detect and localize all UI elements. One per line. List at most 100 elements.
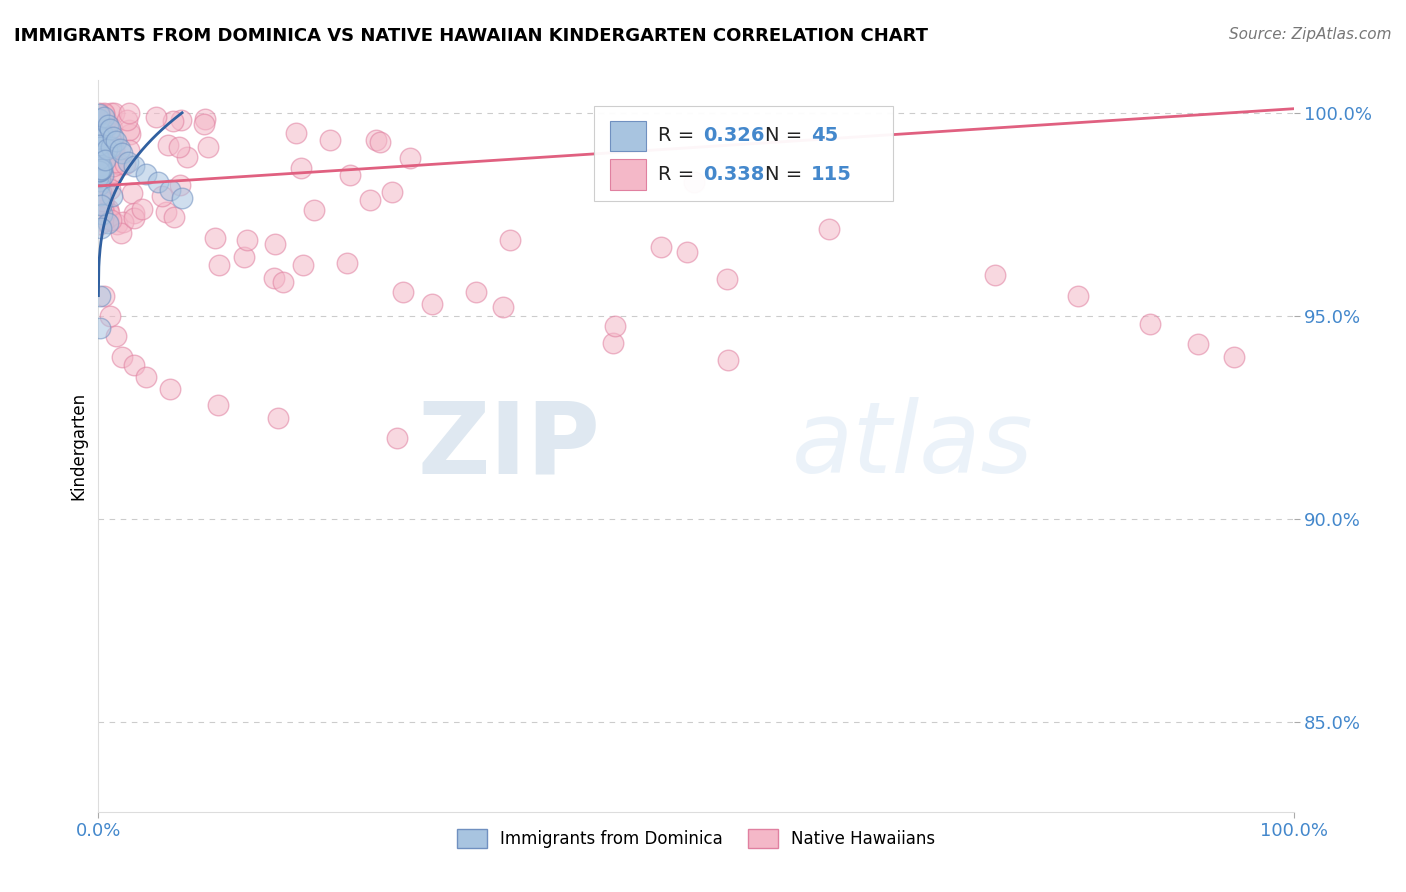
Point <box>118 105 141 120</box>
Point <box>96 142 118 156</box>
Point <box>100 140 122 154</box>
Point <box>1139 317 1161 331</box>
Point <box>159 183 181 197</box>
Point <box>117 112 139 127</box>
Point <box>98 309 122 323</box>
Point <box>91 203 114 218</box>
Point <box>676 245 699 260</box>
Point <box>87 112 110 126</box>
Point <box>284 126 307 140</box>
Point <box>193 117 215 131</box>
Point <box>605 318 627 333</box>
Point <box>91 207 114 221</box>
Point <box>118 127 141 141</box>
Point <box>89 188 111 202</box>
Point <box>91 214 114 228</box>
Point <box>90 210 112 224</box>
Point <box>233 251 256 265</box>
Legend: Immigrants from Dominica, Native Hawaiians: Immigrants from Dominica, Native Hawaiia… <box>450 822 942 855</box>
Point <box>131 202 153 216</box>
Point <box>984 268 1007 283</box>
Point <box>111 350 134 364</box>
Point <box>89 172 111 186</box>
Point <box>399 151 422 165</box>
Point <box>155 205 177 219</box>
Point <box>602 336 624 351</box>
Point <box>101 121 124 136</box>
Point <box>112 215 135 229</box>
Point <box>124 358 146 372</box>
Point <box>93 288 115 302</box>
Point <box>100 212 122 227</box>
Point <box>420 297 443 311</box>
Point <box>100 105 122 120</box>
Point <box>267 410 290 425</box>
Point <box>122 211 145 225</box>
Point <box>118 144 141 158</box>
Point <box>93 199 115 213</box>
Point <box>90 118 112 132</box>
Point <box>91 203 114 218</box>
Point <box>91 168 114 182</box>
Point <box>264 236 287 251</box>
Point <box>93 110 115 124</box>
Text: 0.338: 0.338 <box>703 165 765 184</box>
Point <box>359 194 381 208</box>
Point <box>336 256 359 270</box>
Text: 0.326: 0.326 <box>703 127 765 145</box>
Point <box>817 221 839 235</box>
Point <box>122 206 145 220</box>
Point <box>101 165 124 179</box>
Point <box>194 112 217 126</box>
Point <box>105 217 128 231</box>
Point <box>492 300 515 314</box>
Point <box>197 140 219 154</box>
Point <box>204 231 226 245</box>
Point <box>91 126 114 140</box>
Text: ZIP: ZIP <box>418 398 600 494</box>
Point <box>97 211 120 226</box>
Point <box>291 258 314 272</box>
Point <box>87 162 110 177</box>
Point <box>207 398 229 412</box>
Point <box>364 133 387 147</box>
Point <box>94 122 117 136</box>
Point <box>381 185 404 199</box>
Point <box>100 182 122 196</box>
Point <box>162 114 184 128</box>
Point <box>87 170 110 185</box>
Point <box>145 110 167 124</box>
Point <box>717 353 740 368</box>
Point <box>118 123 141 137</box>
Point <box>90 161 112 176</box>
Point <box>121 186 143 200</box>
Point <box>650 240 672 254</box>
Point <box>94 177 117 191</box>
Point <box>1067 288 1090 302</box>
Point <box>90 162 112 177</box>
Point <box>87 129 110 144</box>
Text: R =: R = <box>658 165 700 184</box>
Point <box>1187 337 1209 351</box>
Point <box>87 107 110 121</box>
Text: N =: N = <box>765 165 808 184</box>
Point <box>89 321 111 335</box>
Point <box>101 188 124 202</box>
Point <box>97 214 120 228</box>
Text: R =: R = <box>658 127 700 145</box>
Point <box>208 258 231 272</box>
Point <box>167 140 190 154</box>
Point <box>87 210 110 224</box>
Point <box>105 134 128 148</box>
Point <box>103 140 125 154</box>
Point <box>90 221 112 235</box>
Point <box>108 156 131 170</box>
Point <box>150 189 173 203</box>
Point <box>89 160 111 174</box>
Point <box>89 174 111 188</box>
Point <box>263 271 285 285</box>
Point <box>159 382 181 396</box>
Point <box>319 133 342 147</box>
Point <box>236 233 259 247</box>
Point <box>111 146 134 161</box>
